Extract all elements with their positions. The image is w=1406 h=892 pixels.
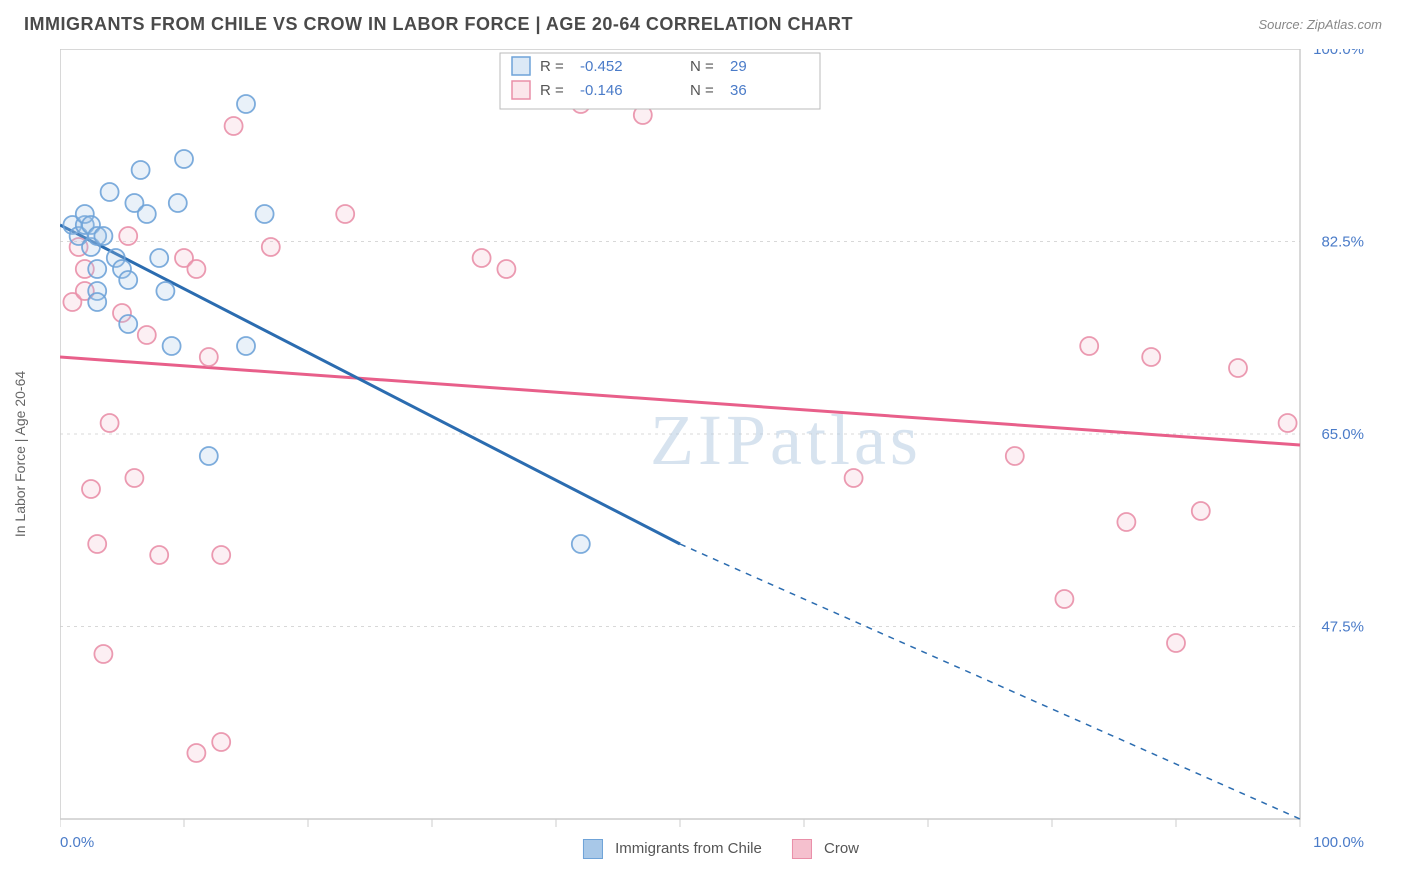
chart-title: IMMIGRANTS FROM CHILE VS CROW IN LABOR F… bbox=[24, 14, 853, 35]
svg-text:-0.146: -0.146 bbox=[580, 82, 623, 99]
svg-text:82.5%: 82.5% bbox=[1321, 234, 1364, 251]
svg-text:47.5%: 47.5% bbox=[1321, 619, 1364, 636]
svg-text:-0.452: -0.452 bbox=[580, 58, 623, 75]
svg-text:100.0%: 100.0% bbox=[1313, 834, 1364, 851]
svg-text:R =: R = bbox=[540, 82, 564, 99]
svg-text:ZIPatlas: ZIPatlas bbox=[650, 400, 922, 480]
legend-label-crow: Crow bbox=[824, 840, 859, 857]
svg-text:0.0%: 0.0% bbox=[60, 834, 94, 851]
legend-item-crow: Crow bbox=[792, 839, 859, 859]
svg-text:36: 36 bbox=[730, 82, 747, 99]
legend-label-chile: Immigrants from Chile bbox=[615, 840, 762, 857]
svg-text:100.0%: 100.0% bbox=[1313, 49, 1364, 58]
y-axis-label: In Labor Force | Age 20-64 bbox=[12, 371, 28, 537]
svg-text:N =: N = bbox=[690, 58, 714, 75]
x-legend: Immigrants from Chile Crow bbox=[583, 839, 859, 859]
svg-text:29: 29 bbox=[730, 58, 747, 75]
svg-text:65.0%: 65.0% bbox=[1321, 426, 1364, 443]
scatter-plot: 47.5% 65.0% 82.5% 100.0% ZIPatlas R = -0.452 N … bbox=[60, 49, 1370, 859]
svg-text:R =: R = bbox=[540, 58, 564, 75]
legend-item-chile: Immigrants from Chile bbox=[583, 839, 762, 859]
source-label: Source: ZipAtlas.com bbox=[1258, 17, 1382, 32]
swatch-crow bbox=[792, 839, 812, 859]
swatch-chile bbox=[583, 839, 603, 859]
svg-text:N =: N = bbox=[690, 82, 714, 99]
chart-container: In Labor Force | Age 20-64 47.5%65.0%82.… bbox=[60, 49, 1382, 859]
